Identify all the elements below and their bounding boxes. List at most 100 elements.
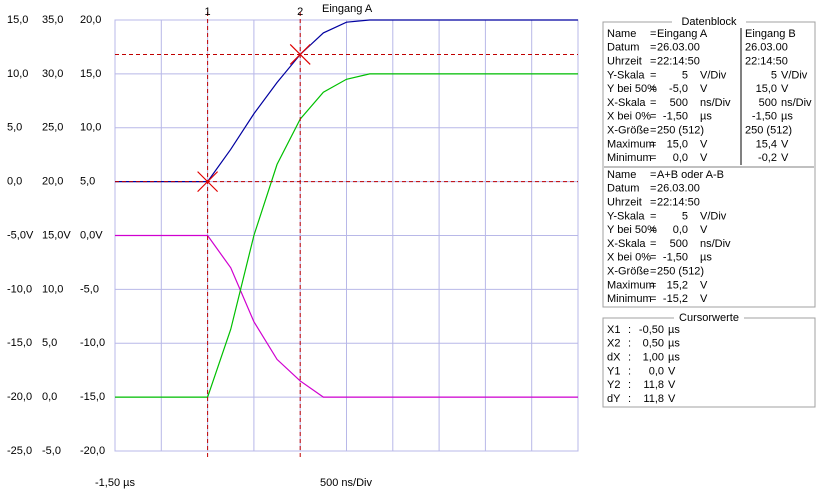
row-label: Datum [607,183,639,195]
value: 15,2 [667,279,688,291]
value: 5 [682,210,688,222]
separator: = [650,138,656,150]
y-tick-label: -20,0 [80,445,105,457]
unit: µs [700,252,712,264]
y-tick-label: 30,0 [42,68,63,80]
separator: = [650,279,656,291]
unit: µs [781,111,793,123]
value: -5,0 [669,83,688,95]
separator: = [650,42,656,54]
unit: ns/Div [781,97,812,109]
row-label: Name [607,28,636,40]
y-tick-label: 5,0 [42,337,57,349]
separator: = [650,56,656,68]
value: 5 [682,69,688,81]
unit: µs [668,352,680,364]
row-label: X-Größe [607,266,649,278]
separator: = [650,293,656,305]
separator: = [650,252,656,264]
y-tick-label: 20,0 [42,176,63,188]
y-tick-label: 15,0V [42,229,71,241]
row-label: Datum [607,42,639,54]
separator: = [650,69,656,81]
row-label: Maximum [607,279,655,291]
separator: = [650,183,656,195]
separator: = [650,169,656,181]
separator: = [650,125,656,137]
unit: V/Div [700,210,727,222]
value: 500 [670,238,688,250]
value: 0,0 [673,224,688,236]
panel-title: Datenblock [681,16,737,28]
cursor-label: 2 [297,6,303,18]
unit: V/Div [781,69,808,81]
row-label: Minimum [607,152,652,164]
series-name: A+B oder A-B [657,169,724,181]
value: 0,0 [673,152,688,164]
unit: V [700,279,708,291]
value: -1,50 [663,252,688,264]
y-tick-label: -25,0 [7,445,32,457]
y-tick-label: -5,0 [42,445,61,457]
separator: : [628,352,631,364]
value: 26.03.00 [657,42,700,54]
cursor-cross [197,171,219,193]
row-label: Y bei 50% [607,83,657,95]
unit: µs [668,324,680,336]
value: 15,4 [756,138,777,150]
y-tick-label: 10,0 [42,283,63,295]
unit: V [700,83,708,95]
title-bg [674,312,744,324]
y-tick-label: 5,0 [7,122,22,134]
unit: ns/Div [700,238,731,250]
row-label: dX [607,352,621,364]
row-label: Y1 [607,365,620,377]
unit: V [700,138,708,150]
value: 5 [771,69,777,81]
value: 0,0 [649,365,664,377]
x-scale-label: 500 ns/Div [320,477,372,489]
row-label: Name [607,169,636,181]
y-tick-label: 25,0 [42,122,63,134]
row-label: X bei 0% [607,111,651,123]
unit: V [668,393,676,405]
x-start-label: -1,50 µs [95,477,135,489]
series-name: Eingang B [745,28,796,40]
value: -15,2 [663,293,688,305]
separator: = [650,83,656,95]
separator: : [628,379,631,391]
series-line [115,73,578,398]
unit: µs [668,338,680,350]
separator: = [650,97,656,109]
y-tick-label: 5,0 [80,176,95,188]
value: -0,2 [758,152,777,164]
value: 15,0 [756,83,777,95]
y-tick-label: -15,0 [7,337,32,349]
unit: V [700,224,708,236]
row-label: dY [607,393,621,405]
y-tick-label: 0,0V [80,229,103,241]
row-label: X-Skala [607,238,646,250]
unit: V [700,293,708,305]
series-line [115,234,578,398]
unit: V [700,152,708,164]
unit: V/Div [700,69,727,81]
separator: = [650,266,656,278]
y-tick-label: 35,0 [42,14,63,26]
separator: : [628,365,631,377]
series-name: Eingang A [657,28,708,40]
separator: : [628,393,631,405]
value: 26.03.00 [745,42,788,54]
y-tick-label: -5,0 [80,283,99,295]
row-label: Uhrzeit [607,197,642,209]
separator: = [650,28,656,40]
title-bg [672,16,746,28]
separator: = [650,152,656,164]
row-label: X1 [607,324,620,336]
value: 26.03.00 [657,183,700,195]
unit: V [668,365,676,377]
value: 250 (512) [657,266,704,278]
unit: V [781,83,789,95]
value: 250 (512) [745,125,792,137]
